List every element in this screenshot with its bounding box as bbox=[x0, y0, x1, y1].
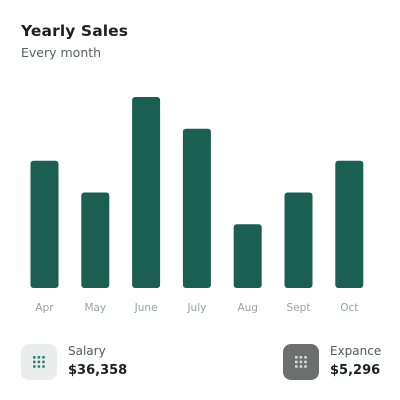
bar-chart: Apr May June July Aug Sept Oct bbox=[30, 97, 364, 314]
bar-may bbox=[81, 192, 110, 288]
x-tick-label: May bbox=[84, 302, 106, 314]
chart-title: Yearly Sales bbox=[21, 22, 129, 40]
salary-summary: Salary $36,358 bbox=[21, 342, 127, 382]
salary-label: Salary bbox=[68, 344, 106, 358]
x-tick-label: June bbox=[134, 302, 158, 314]
x-tick-label: Sept bbox=[287, 302, 311, 314]
expense-badge bbox=[283, 344, 319, 380]
expense-summary: Expance $5,296 bbox=[283, 342, 381, 382]
bar-june bbox=[132, 97, 161, 288]
salary-badge bbox=[21, 344, 57, 380]
grid-dots-icon bbox=[33, 356, 45, 368]
bar-sept bbox=[284, 192, 313, 288]
bar-july bbox=[182, 128, 211, 288]
bar-oct bbox=[335, 160, 364, 288]
x-tick-label: Apr bbox=[35, 302, 54, 314]
x-tick-label: Oct bbox=[340, 302, 358, 314]
bar-aug bbox=[233, 224, 262, 288]
bar-apr bbox=[30, 160, 59, 288]
salary-value: $36,358 bbox=[68, 363, 128, 378]
chart-subtitle: Every month bbox=[21, 45, 102, 60]
expense-label: Expance bbox=[330, 344, 382, 358]
grid-dots-icon bbox=[295, 356, 307, 368]
x-tick-label: July bbox=[186, 302, 206, 314]
expense-value: $5,296 bbox=[330, 363, 381, 378]
x-tick-label: Aug bbox=[237, 302, 258, 314]
